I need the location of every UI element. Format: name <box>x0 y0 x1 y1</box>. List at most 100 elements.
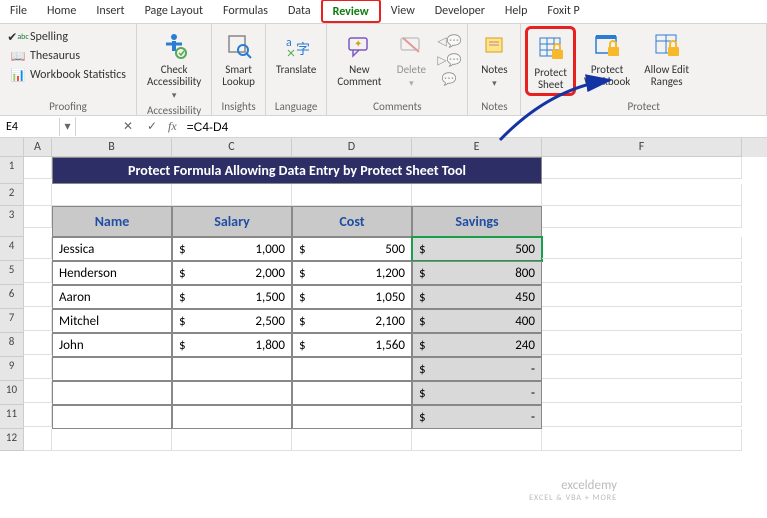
allow-edit-ranges-button[interactable]: Allow Edit Ranges <box>638 26 695 90</box>
row-header[interactable]: 8 <box>0 333 24 357</box>
salary-cell[interactable]: $1,500 <box>172 285 292 309</box>
col-header[interactable]: E <box>412 138 542 157</box>
fx-icon[interactable]: fx <box>164 119 181 134</box>
empty-cell[interactable] <box>172 381 292 405</box>
cell[interactable] <box>52 429 172 451</box>
savings-cell[interactable]: $450 <box>412 285 542 309</box>
name-cell[interactable]: Aaron <box>52 285 172 309</box>
cancel-formula-button[interactable]: ✕ <box>116 117 140 136</box>
salary-cell[interactable]: $1,800 <box>172 333 292 357</box>
savings-cell[interactable]: $- <box>412 357 542 381</box>
cell[interactable] <box>52 184 172 206</box>
col-header[interactable]: B <box>52 138 172 157</box>
cell[interactable] <box>542 206 742 228</box>
row-header[interactable]: 7 <box>0 309 24 333</box>
savings-cell[interactable]: $400 <box>412 309 542 333</box>
name-box[interactable]: E4 <box>0 118 60 136</box>
row-header[interactable]: 12 <box>0 429 24 451</box>
cell[interactable] <box>412 429 542 451</box>
cell[interactable] <box>542 157 742 179</box>
col-header[interactable]: A <box>24 138 52 157</box>
name-cell[interactable]: Jessica <box>52 237 172 261</box>
savings-cell[interactable]: $500 <box>412 237 542 261</box>
select-all-corner[interactable] <box>0 138 24 157</box>
savings-cell[interactable]: $- <box>412 405 542 429</box>
tab-data[interactable]: Data <box>278 0 321 23</box>
row-header[interactable]: 6 <box>0 285 24 309</box>
translate-button[interactable]: a字 Translate <box>270 26 322 78</box>
tab-view[interactable]: View <box>381 0 425 23</box>
cost-cell[interactable]: $500 <box>292 237 412 261</box>
row-header[interactable]: 2 <box>0 184 24 206</box>
salary-cell[interactable]: $2,000 <box>172 261 292 285</box>
tab-home[interactable]: Home <box>37 0 86 23</box>
cell[interactable] <box>24 261 52 283</box>
cell[interactable] <box>542 237 742 259</box>
cell[interactable] <box>172 429 292 451</box>
row-header[interactable]: 10 <box>0 381 24 405</box>
cell[interactable] <box>542 357 742 379</box>
cell[interactable] <box>542 405 742 427</box>
cell[interactable] <box>24 237 52 259</box>
empty-cell[interactable] <box>292 381 412 405</box>
protect-workbook-button[interactable]: Protect Workbook <box>578 26 636 90</box>
enter-formula-button[interactable]: ✓ <box>140 117 164 136</box>
row-header[interactable]: 5 <box>0 261 24 285</box>
row-header[interactable]: 3 <box>0 206 24 237</box>
empty-cell[interactable] <box>52 357 172 381</box>
name-cell[interactable]: Mitchel <box>52 309 172 333</box>
cell[interactable] <box>542 285 742 307</box>
cell[interactable] <box>24 381 52 403</box>
cell[interactable] <box>24 333 52 355</box>
thesaurus-button[interactable]: 📖 Thesaurus <box>8 47 128 65</box>
new-comment-button[interactable]: ✦ New Comment <box>331 26 387 90</box>
tab-insert[interactable]: Insert <box>86 0 134 23</box>
cell[interactable] <box>172 184 292 206</box>
empty-cell[interactable] <box>292 405 412 429</box>
notes-button[interactable]: Notes ▾ <box>472 26 516 91</box>
empty-cell[interactable] <box>52 405 172 429</box>
spelling-button[interactable]: ✔abc Spelling <box>8 28 128 46</box>
col-header[interactable]: D <box>292 138 412 157</box>
savings-cell[interactable]: $- <box>412 381 542 405</box>
cell[interactable] <box>24 206 52 228</box>
cell[interactable] <box>542 309 742 331</box>
cost-cell[interactable]: $1,560 <box>292 333 412 357</box>
cell[interactable] <box>24 184 52 206</box>
tab-review[interactable]: Review <box>321 0 381 23</box>
name-cell[interactable]: John <box>52 333 172 357</box>
cell[interactable] <box>542 261 742 283</box>
cell[interactable] <box>292 429 412 451</box>
tab-pagelayout[interactable]: Page Layout <box>135 0 213 23</box>
row-header[interactable]: 9 <box>0 357 24 381</box>
row-header[interactable]: 1 <box>0 157 24 184</box>
cell[interactable] <box>542 429 742 451</box>
show-comments-button[interactable]: 💬 <box>439 70 459 88</box>
delete-comment-button[interactable]: Delete ▾ <box>389 26 433 91</box>
workbook-stats-button[interactable]: 📊 Workbook Statistics <box>8 66 128 84</box>
cell[interactable] <box>24 309 52 331</box>
row-header[interactable]: 11 <box>0 405 24 429</box>
cell[interactable] <box>24 429 52 451</box>
empty-cell[interactable] <box>52 381 172 405</box>
tab-developer[interactable]: Developer <box>425 0 495 23</box>
tab-foxit[interactable]: Foxit P <box>537 0 589 23</box>
prev-comment-button[interactable]: ◁💬 <box>439 32 459 50</box>
empty-cell[interactable] <box>172 405 292 429</box>
empty-cell[interactable] <box>172 357 292 381</box>
cell[interactable] <box>24 285 52 307</box>
empty-cell[interactable] <box>292 357 412 381</box>
check-accessibility-button[interactable]: Check Accessibility ▾ <box>141 26 207 103</box>
row-header[interactable]: 4 <box>0 237 24 261</box>
name-box-dropdown[interactable]: ▾ <box>60 117 76 136</box>
name-cell[interactable]: Henderson <box>52 261 172 285</box>
tab-formulas[interactable]: Formulas <box>213 0 278 23</box>
protect-sheet-button[interactable]: Protect Sheet <box>525 26 576 96</box>
cell[interactable] <box>24 157 52 179</box>
cell[interactable] <box>24 405 52 427</box>
cost-cell[interactable]: $1,050 <box>292 285 412 309</box>
salary-cell[interactable]: $2,500 <box>172 309 292 333</box>
tab-file[interactable]: File <box>0 0 37 23</box>
cell[interactable] <box>542 184 742 206</box>
cell[interactable] <box>412 184 542 206</box>
